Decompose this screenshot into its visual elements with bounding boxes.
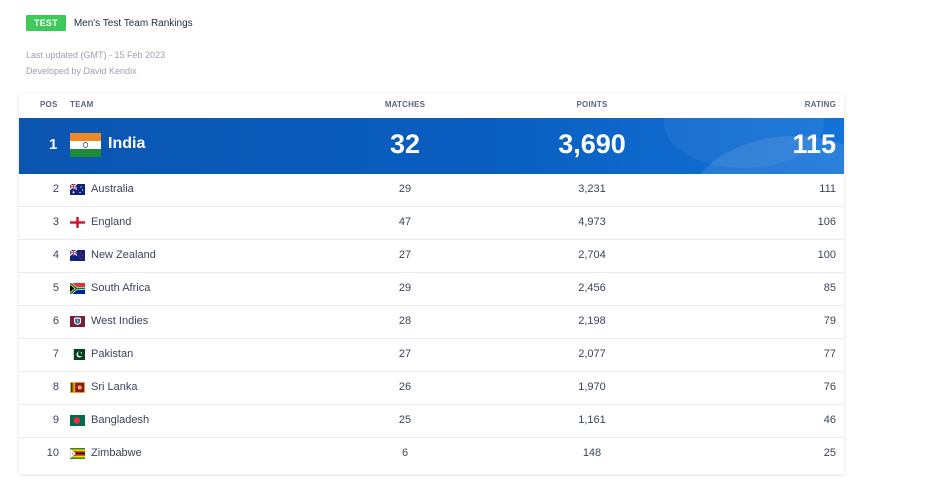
row-matches: 25 bbox=[398, 414, 412, 426]
row-matches: 29 bbox=[398, 282, 412, 294]
row-matches: 6 bbox=[401, 447, 409, 459]
row-position: 5 bbox=[52, 282, 59, 294]
table-row[interactable]: 5 South Africa 29 2,456 85 bbox=[19, 273, 844, 306]
australia-flag-icon bbox=[70, 184, 85, 195]
row-position: 4 bbox=[52, 249, 59, 261]
column-header-pos[interactable]: POS bbox=[40, 100, 58, 109]
row-points: 148 bbox=[582, 447, 602, 459]
row-position: 8 bbox=[52, 381, 59, 393]
india-flag-icon bbox=[70, 133, 101, 157]
row-matches: 32 bbox=[389, 129, 421, 159]
table-row[interactable]: 8 Sri Lanka 26 1,970 76 bbox=[19, 372, 844, 405]
row-rating: 106 bbox=[817, 216, 836, 228]
south-africa-flag-icon bbox=[70, 283, 85, 294]
table-row[interactable]: 7 Pakistan 27 2,077 77 bbox=[19, 339, 844, 372]
row-matches: 28 bbox=[398, 315, 412, 327]
row-rating: 85 bbox=[823, 282, 836, 294]
row-position: 3 bbox=[52, 216, 59, 228]
row-rating: 79 bbox=[823, 315, 836, 327]
west-indies-flag-icon bbox=[70, 316, 85, 327]
row-team-name[interactable]: Pakistan bbox=[91, 348, 134, 360]
row-points: 3,690 bbox=[558, 129, 626, 159]
rankings-table: POS TEAM MATCHES POINTS RATING 1 India 3… bbox=[19, 94, 844, 474]
row-rating: 115 bbox=[792, 129, 836, 159]
table-row[interactable]: 9 Bangladesh 25 1,161 46 bbox=[19, 405, 844, 438]
row-matches: 26 bbox=[398, 381, 412, 393]
table-header: POS TEAM MATCHES POINTS RATING bbox=[19, 94, 844, 118]
row-team-name[interactable]: South Africa bbox=[91, 282, 151, 294]
last-updated-text: Last updated (GMT) - 15 Feb 2023 bbox=[26, 50, 166, 60]
row-team-name[interactable]: England bbox=[91, 216, 132, 228]
column-header-rating[interactable]: RATING bbox=[804, 100, 836, 109]
row-points: 2,198 bbox=[578, 315, 606, 327]
england-flag-icon bbox=[70, 217, 85, 228]
row-team-name[interactable]: Bangladesh bbox=[91, 414, 150, 426]
new-zealand-flag-icon bbox=[70, 250, 85, 261]
bangladesh-flag-icon bbox=[70, 415, 85, 426]
row-position: 7 bbox=[52, 348, 59, 360]
row-points: 2,704 bbox=[578, 249, 606, 261]
table-row[interactable]: 3 England 47 4,973 106 bbox=[19, 207, 844, 240]
table-row[interactable]: 4 New Zealand 27 2,704 100 bbox=[19, 240, 844, 273]
column-header-team[interactable]: TEAM bbox=[70, 100, 94, 109]
row-team-name[interactable]: West Indies bbox=[91, 315, 149, 327]
row-matches: 29 bbox=[398, 183, 412, 195]
row-points: 3,231 bbox=[578, 183, 606, 195]
page-title: Men's Test Team Rankings bbox=[73, 17, 193, 29]
row-team-name[interactable]: India bbox=[108, 135, 146, 152]
row-points: 2,077 bbox=[578, 348, 606, 360]
table-row[interactable]: 6 West Indies 28 2,198 79 bbox=[19, 306, 844, 339]
row-points: 1,970 bbox=[578, 381, 606, 393]
row-position: 2 bbox=[52, 183, 59, 195]
row-matches: 27 bbox=[398, 348, 412, 360]
row-rating: 100 bbox=[817, 249, 836, 261]
table-row[interactable]: 2 Australia 29 3,231 111 bbox=[19, 174, 844, 207]
sri-lanka-flag-icon bbox=[70, 382, 85, 393]
row-matches: 27 bbox=[398, 249, 412, 261]
column-header-matches[interactable]: MATCHES bbox=[384, 100, 426, 109]
table-row[interactable]: 10 Zimbabwe 6 148 25 bbox=[19, 438, 844, 471]
row-team-name[interactable]: Zimbabwe bbox=[91, 447, 142, 459]
column-header-points[interactable]: POINTS bbox=[576, 100, 608, 109]
row-team-name[interactable]: New Zealand bbox=[91, 249, 156, 261]
row-team-name[interactable]: Australia bbox=[91, 183, 134, 195]
row-rating: 111 bbox=[819, 183, 836, 195]
row-position: 10 bbox=[46, 447, 59, 459]
row-points: 2,456 bbox=[578, 282, 606, 294]
row-points: 4,973 bbox=[578, 216, 606, 228]
row-rating: 25 bbox=[823, 447, 836, 459]
top-ranked-row[interactable]: 1 India 32 3,690 115 bbox=[19, 118, 844, 174]
row-position: 9 bbox=[52, 414, 59, 426]
row-rating: 76 bbox=[823, 381, 836, 393]
row-team-name[interactable]: Sri Lanka bbox=[91, 381, 138, 393]
zimbabwe-flag-icon bbox=[70, 448, 85, 459]
row-rating: 46 bbox=[823, 414, 836, 426]
developer-credit: Developed by David Kendix bbox=[26, 66, 137, 76]
format-badge[interactable]: TEST bbox=[26, 15, 66, 31]
page-header: TEST Men's Test Team Rankings bbox=[26, 15, 193, 31]
pakistan-flag-icon bbox=[70, 349, 85, 360]
row-points: 1,161 bbox=[578, 414, 606, 426]
row-matches: 47 bbox=[398, 216, 412, 228]
row-rating: 77 bbox=[823, 348, 836, 360]
row-position: 6 bbox=[52, 315, 59, 327]
row-position: 1 bbox=[49, 136, 58, 153]
